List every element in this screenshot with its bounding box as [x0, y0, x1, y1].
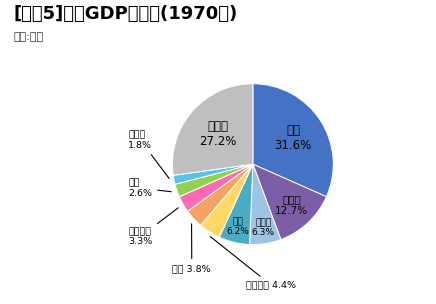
Text: 英国 3.8%: 英国 3.8%: [173, 224, 211, 273]
Wedge shape: [173, 84, 253, 175]
Wedge shape: [249, 164, 281, 245]
Text: インド
1.8%: インド 1.8%: [128, 130, 169, 179]
Text: イタリア
3.3%: イタリア 3.3%: [128, 208, 178, 246]
Wedge shape: [175, 164, 253, 197]
Wedge shape: [179, 164, 253, 211]
Wedge shape: [253, 84, 333, 197]
Text: 日本
6.2%: 日本 6.2%: [227, 217, 249, 237]
Wedge shape: [187, 164, 253, 225]
Text: 中国
2.6%: 中国 2.6%: [128, 178, 171, 198]
Text: フランス 4.4%: フランス 4.4%: [210, 237, 296, 290]
Wedge shape: [173, 164, 253, 184]
Text: 旧ソ連
12.7%: 旧ソ連 12.7%: [275, 194, 308, 216]
Text: ドイツ
6.3%: ドイツ 6.3%: [252, 218, 275, 237]
Text: [図表5]名目GDPシェア(1970年): [図表5]名目GDPシェア(1970年): [13, 5, 237, 22]
Text: 米国
31.6%: 米国 31.6%: [275, 124, 312, 152]
Text: その他
27.2%: その他 27.2%: [199, 120, 236, 148]
Wedge shape: [201, 164, 253, 237]
Text: 資料:国連: 資料:国連: [13, 32, 43, 42]
Wedge shape: [253, 164, 327, 240]
Wedge shape: [219, 164, 253, 244]
